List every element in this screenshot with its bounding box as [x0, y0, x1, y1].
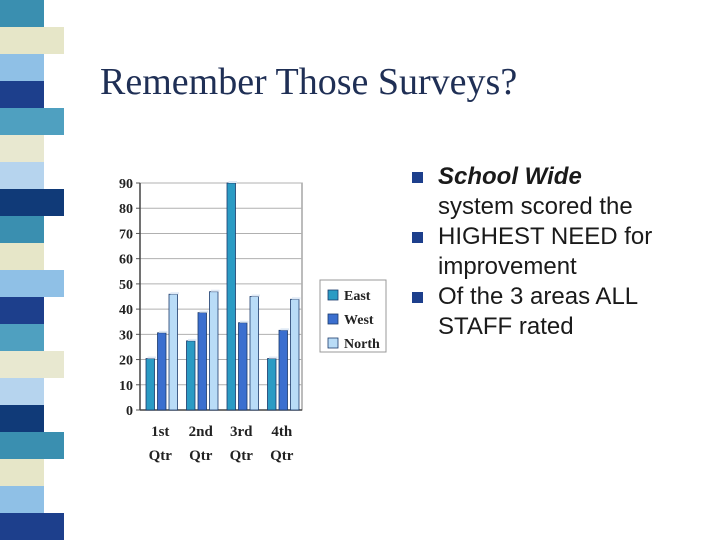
bullet-item-1: School Wide system scored the: [410, 162, 710, 222]
y-tick-label: 50: [119, 278, 133, 293]
y-tick-label: 20: [119, 354, 133, 369]
bar-top-north: [170, 292, 179, 295]
strip-block: [0, 135, 44, 162]
bullet-1-lead: School Wide: [438, 163, 582, 190]
bar-north: [290, 298, 300, 411]
x-tick-label: 2nd: [189, 424, 214, 440]
bar-top-east: [269, 356, 278, 359]
bar-top-west: [240, 320, 249, 323]
strip-block: [0, 270, 64, 297]
legend-swatch-north: [327, 337, 339, 349]
bar-north: [209, 291, 219, 411]
bar-top-east: [188, 338, 197, 341]
strip-block: [0, 162, 44, 189]
y-tick-label: 60: [119, 253, 133, 268]
square-bullet-icon: [412, 292, 423, 303]
bar-top-north: [292, 297, 301, 300]
strip-block: [0, 108, 64, 135]
strip-block: [0, 432, 64, 459]
y-tick-label: 30: [119, 328, 133, 343]
decorative-left-strip: [0, 0, 64, 540]
strip-block: [0, 324, 44, 351]
bullet-item-2: HIGHEST NEED for improvement: [410, 222, 710, 282]
bullet-3-line2: STAFF rated: [438, 313, 574, 340]
square-bullet-icon: [412, 172, 423, 183]
y-tick-label: 10: [119, 379, 133, 394]
bar-top-north: [211, 289, 220, 292]
strip-block: [0, 351, 64, 378]
strip-block: [0, 405, 44, 432]
bar-top-east: [228, 181, 237, 183]
square-bullet-icon: [412, 232, 423, 243]
x-tick-label-line2: Qtr: [189, 448, 213, 464]
bar-top-north: [251, 294, 260, 297]
legend-swatch-west: [327, 313, 339, 325]
bar-north: [168, 293, 178, 411]
bar-west: [197, 312, 207, 411]
bar-top-west: [199, 310, 208, 313]
bar-west: [157, 332, 167, 411]
bullet-item-3: Of the 3 areas ALL STAFF rated: [410, 282, 710, 342]
legend-swatch-east: [327, 289, 339, 301]
strip-block: [0, 513, 64, 540]
bullet-1-line2: system scored the: [438, 193, 633, 220]
x-tick-label: 3rd: [230, 424, 253, 440]
strip-block: [0, 189, 64, 216]
strip-block: [0, 243, 44, 270]
y-tick-label: 70: [119, 227, 133, 242]
bar-east: [186, 340, 196, 411]
bar-east: [145, 358, 155, 411]
bar-west: [238, 322, 248, 411]
strip-block: [0, 0, 44, 27]
strip-block: [0, 378, 44, 405]
y-tick-label: 80: [119, 202, 133, 217]
strip-block: [0, 216, 44, 243]
slide-title: Remember Those Surveys?: [100, 61, 518, 103]
y-tick-label: 40: [119, 303, 133, 318]
strip-block: [0, 459, 44, 486]
legend-label-north: North: [344, 337, 380, 352]
bullet-2-line2: improvement: [438, 253, 577, 280]
y-tick-label: 90: [119, 177, 133, 192]
x-tick-label-line2: Qtr: [270, 448, 294, 464]
bullet-list: School Wide system scored the HIGHEST NE…: [410, 162, 710, 342]
strip-block: [0, 54, 44, 81]
x-tick-label: 4th: [271, 424, 292, 440]
x-tick-label-line2: Qtr: [149, 448, 173, 464]
x-tick-label: 1st: [151, 424, 169, 440]
x-tick-label-line2: Qtr: [230, 448, 254, 464]
bullet-3-lead: Of the 3 areas ALL: [438, 283, 639, 310]
bar-top-east: [147, 356, 156, 359]
bullet-2-lead: HIGHEST NEED for: [438, 223, 653, 250]
bar-top-west: [280, 328, 289, 331]
bar-north: [249, 296, 259, 411]
bar-east: [267, 358, 277, 411]
legend-label-west: West: [344, 313, 374, 328]
legend-label-east: East: [344, 289, 371, 304]
bar-west: [278, 329, 288, 411]
bar-east: [226, 182, 236, 411]
y-tick-label: 0: [126, 404, 133, 419]
strip-block: [0, 27, 64, 54]
strip-block: [0, 81, 44, 108]
strip-block: [0, 486, 44, 513]
strip-block: [0, 297, 44, 324]
bar-top-west: [159, 330, 168, 333]
